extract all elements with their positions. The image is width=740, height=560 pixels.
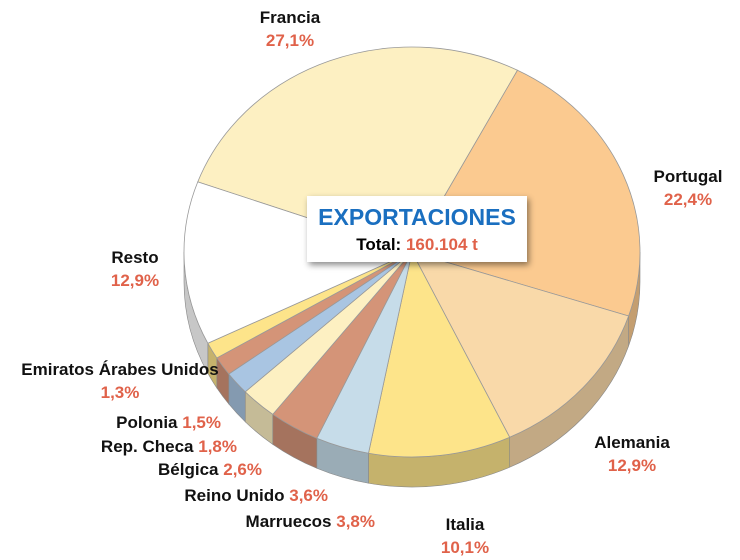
- category-label: Polonia: [116, 413, 178, 432]
- slice: [368, 250, 511, 458]
- slice: [183, 181, 414, 344]
- value-label: 2,6%: [223, 460, 262, 479]
- slice-label: Bélgica 2,6%: [158, 458, 262, 481]
- slice-label: Marruecos 3,8%: [246, 510, 375, 533]
- category-label: Bélgica: [158, 460, 219, 479]
- category-label: Marruecos: [245, 512, 332, 531]
- slice-label: Alemania 12,9%: [582, 431, 682, 477]
- value-label: 1,5%: [182, 413, 221, 432]
- category-label: Portugal: [653, 167, 723, 186]
- slice-label: Polonia 1,5%: [116, 411, 221, 434]
- value-label: 10,1%: [440, 538, 490, 557]
- center-box: EXPORTACIONES Total: 160.104 t: [307, 196, 527, 262]
- value-label: 12,9%: [110, 271, 160, 290]
- value-label: 27,1%: [265, 31, 315, 50]
- value-label: 1,8%: [198, 437, 237, 456]
- category-label: Francia: [259, 8, 321, 27]
- category-label: Resto: [111, 248, 159, 267]
- box-title: EXPORTACIONES: [318, 204, 516, 230]
- total-value: 160.104 t: [405, 235, 478, 254]
- total-label: Total:: [356, 235, 402, 254]
- category-label: Reino Unido: [184, 486, 285, 505]
- slice-label: Emiratos Árabes Unidos 1,3%: [20, 358, 220, 404]
- value-label: 12,9%: [607, 456, 657, 475]
- category-label: Alemania: [594, 433, 670, 452]
- category-label: Italia: [445, 515, 485, 534]
- slice-label: Italia 10,1%: [415, 513, 515, 559]
- slice-label: Resto 12,9%: [85, 246, 185, 292]
- value-label: 3,8%: [336, 512, 375, 531]
- slice-label: Portugal 22,4%: [640, 165, 736, 211]
- slice-label: Reino Unido 3,6%: [184, 484, 328, 507]
- slice: [411, 251, 630, 438]
- value-label: 3,6%: [289, 486, 328, 505]
- category-label: Emiratos Árabes Unidos: [21, 360, 219, 379]
- slice-label: Francia 27,1%: [220, 6, 360, 52]
- category-label: Rep. Checa: [100, 437, 194, 456]
- box-total: Total: 160.104 t: [307, 235, 527, 255]
- slice-label: Rep. Checa 1,8%: [101, 435, 237, 458]
- value-label: 1,3%: [100, 383, 140, 402]
- value-label: 22,4%: [663, 190, 713, 209]
